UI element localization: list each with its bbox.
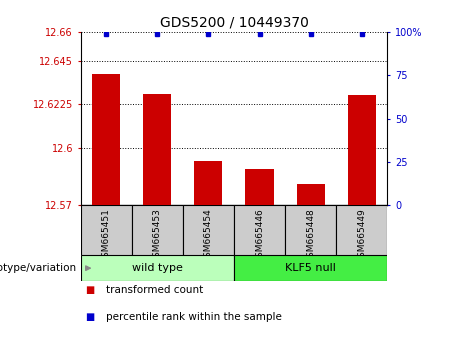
Bar [132,205,183,255]
Text: ■: ■ [85,285,95,295]
Text: GSM665449: GSM665449 [357,208,366,263]
Bar [348,96,376,205]
Bar [81,255,234,281]
Bar [296,184,325,205]
Bar [234,255,387,281]
Bar [143,93,171,205]
Text: GSM665446: GSM665446 [255,208,264,263]
Text: wild type: wild type [132,263,183,273]
Bar [183,205,234,255]
Bar [81,205,132,255]
Bar [245,169,273,205]
Bar [336,205,387,255]
Text: percentile rank within the sample: percentile rank within the sample [106,312,282,321]
Text: genotype/variation: genotype/variation [0,263,76,273]
Bar [285,205,336,255]
Text: KLF5 null: KLF5 null [285,263,336,273]
Text: GSM665454: GSM665454 [204,208,213,263]
Title: GDS5200 / 10449370: GDS5200 / 10449370 [160,15,308,29]
Text: transformed count: transformed count [106,285,203,295]
Text: GSM665451: GSM665451 [102,208,111,263]
Bar [234,205,285,255]
Bar [195,161,223,205]
Text: ■: ■ [85,312,95,321]
Text: GSM665448: GSM665448 [306,208,315,263]
Text: GSM665453: GSM665453 [153,208,162,263]
Bar [92,74,120,205]
